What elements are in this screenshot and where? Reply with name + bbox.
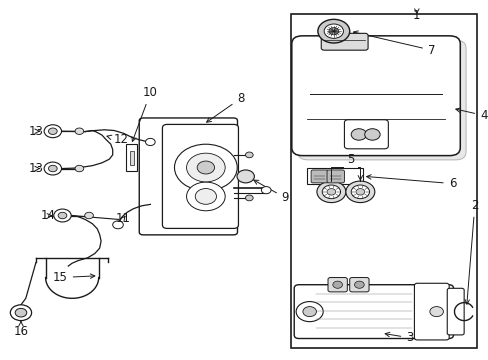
Bar xyxy=(306,168,362,184)
Text: 2: 2 xyxy=(464,199,478,304)
Text: 7: 7 xyxy=(353,31,434,57)
Circle shape xyxy=(245,195,253,201)
Text: 1: 1 xyxy=(412,9,420,22)
Text: 8: 8 xyxy=(206,92,244,122)
Text: 12: 12 xyxy=(107,133,128,146)
Circle shape xyxy=(355,189,364,195)
Circle shape xyxy=(58,212,67,219)
Circle shape xyxy=(350,185,369,199)
FancyBboxPatch shape xyxy=(349,278,368,292)
FancyBboxPatch shape xyxy=(447,288,463,335)
Circle shape xyxy=(112,221,123,229)
FancyBboxPatch shape xyxy=(413,283,448,340)
Circle shape xyxy=(302,307,316,317)
Circle shape xyxy=(345,181,374,203)
Bar xyxy=(291,14,476,348)
Text: 4: 4 xyxy=(455,108,487,122)
Circle shape xyxy=(324,24,343,39)
Text: 5: 5 xyxy=(346,153,354,166)
Bar xyxy=(129,151,134,166)
Circle shape xyxy=(197,161,214,174)
Circle shape xyxy=(48,165,57,172)
FancyBboxPatch shape xyxy=(294,285,452,338)
Circle shape xyxy=(54,209,71,222)
Text: 11: 11 xyxy=(115,212,130,225)
Text: 10: 10 xyxy=(132,86,158,141)
Circle shape xyxy=(186,182,224,211)
FancyBboxPatch shape xyxy=(344,120,387,149)
Circle shape xyxy=(237,170,254,183)
FancyBboxPatch shape xyxy=(139,118,237,235)
Circle shape xyxy=(296,302,323,321)
Circle shape xyxy=(145,138,155,145)
Text: 3: 3 xyxy=(385,331,413,344)
Circle shape xyxy=(332,281,342,288)
Circle shape xyxy=(326,189,335,195)
Text: 15: 15 xyxy=(53,271,95,284)
Circle shape xyxy=(174,144,237,191)
Circle shape xyxy=(261,186,270,194)
FancyBboxPatch shape xyxy=(321,33,367,50)
Circle shape xyxy=(350,129,366,140)
Circle shape xyxy=(48,128,57,134)
Text: 13: 13 xyxy=(29,162,43,175)
Circle shape xyxy=(322,185,340,199)
Circle shape xyxy=(328,28,338,35)
FancyBboxPatch shape xyxy=(297,40,465,160)
Text: 16: 16 xyxy=(14,325,28,338)
Circle shape xyxy=(316,181,345,203)
FancyBboxPatch shape xyxy=(327,278,346,292)
Text: 9: 9 xyxy=(253,180,288,204)
FancyBboxPatch shape xyxy=(291,36,459,156)
Text: 14: 14 xyxy=(40,210,55,222)
FancyBboxPatch shape xyxy=(326,170,344,183)
Circle shape xyxy=(44,162,61,175)
Circle shape xyxy=(317,19,349,43)
FancyBboxPatch shape xyxy=(310,170,328,183)
Circle shape xyxy=(195,189,216,204)
Circle shape xyxy=(75,128,83,134)
Text: 6: 6 xyxy=(366,175,455,190)
Circle shape xyxy=(186,153,224,182)
Circle shape xyxy=(84,212,93,219)
Circle shape xyxy=(10,305,32,320)
Text: 13: 13 xyxy=(29,125,43,138)
Circle shape xyxy=(364,129,379,140)
Circle shape xyxy=(245,152,253,158)
Circle shape xyxy=(15,309,27,317)
Circle shape xyxy=(354,281,364,288)
Circle shape xyxy=(429,307,443,317)
FancyBboxPatch shape xyxy=(162,125,238,228)
Circle shape xyxy=(75,165,83,172)
Circle shape xyxy=(44,125,61,138)
Bar xyxy=(126,144,137,171)
